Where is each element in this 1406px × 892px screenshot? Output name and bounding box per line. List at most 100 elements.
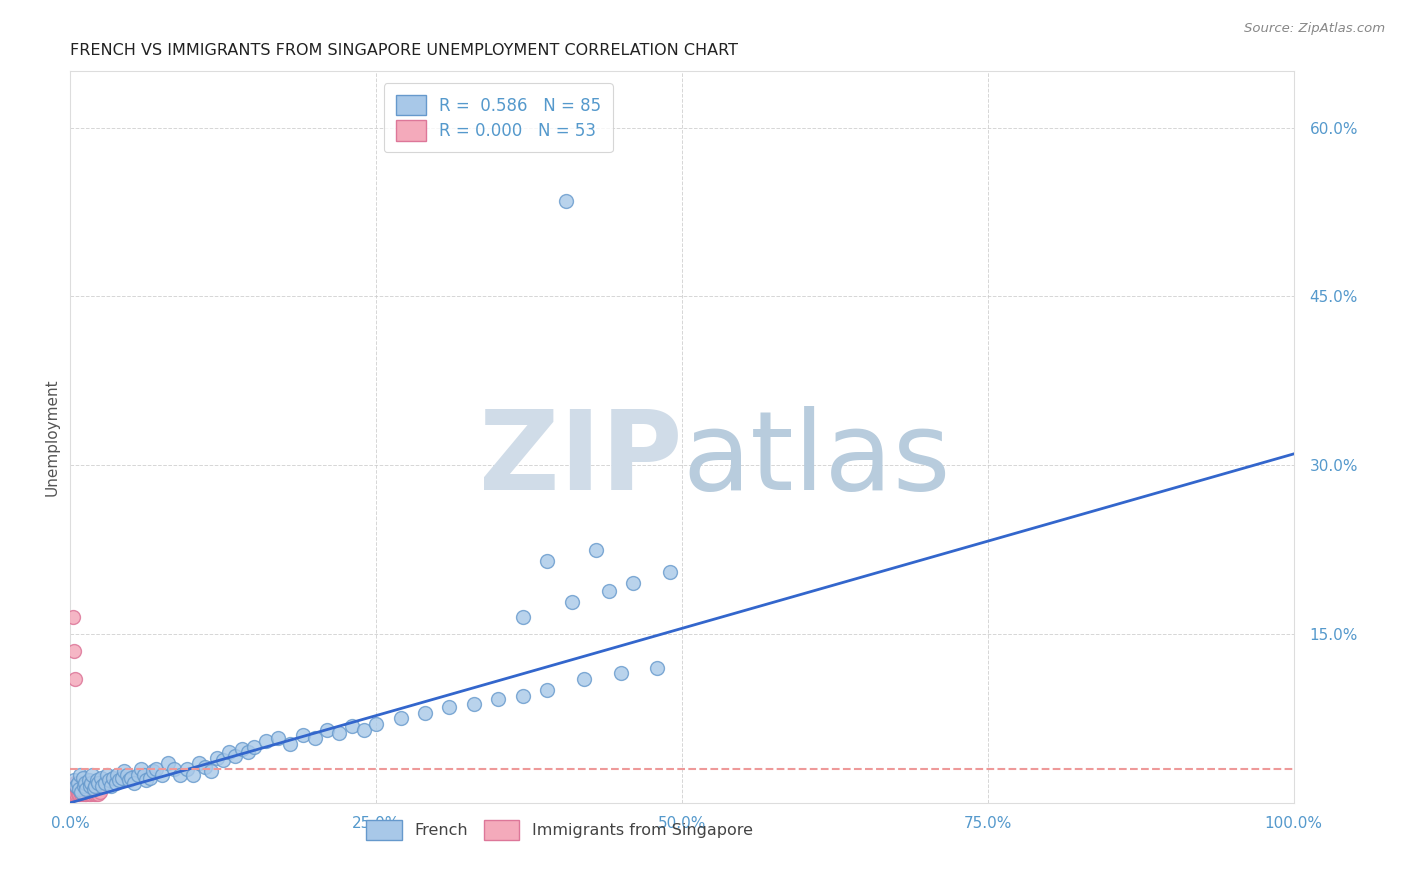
Point [70, 787, 93, 801]
Point [243, 739, 266, 754]
Point [176, 762, 198, 776]
Point [67, 782, 90, 797]
Point [598, 584, 620, 599]
Point [69, 767, 91, 781]
Point [86, 784, 108, 798]
Point [63, 784, 86, 798]
Point [169, 767, 191, 781]
Point [66, 775, 89, 789]
Point [104, 775, 127, 789]
Text: FRENCH VS IMMIGRANTS FROM SINGAPORE UNEMPLOYMENT CORRELATION CHART: FRENCH VS IMMIGRANTS FROM SINGAPORE UNEM… [70, 43, 738, 58]
Point [129, 762, 152, 776]
Point [536, 683, 558, 698]
Point [65, 779, 87, 793]
Point [254, 734, 277, 748]
Point [76, 784, 98, 798]
Text: Source: ZipAtlas.com: Source: ZipAtlas.com [1244, 22, 1385, 36]
Point [111, 771, 134, 785]
Point [353, 723, 375, 737]
Point [181, 767, 204, 781]
Point [63, 644, 86, 658]
Point [328, 726, 350, 740]
Point [231, 741, 253, 756]
Point [66, 775, 89, 789]
Point [157, 756, 180, 771]
Point [135, 773, 157, 788]
Point [75, 782, 97, 797]
Point [100, 779, 122, 793]
Point [439, 700, 461, 714]
Point [89, 784, 111, 798]
Point [93, 775, 115, 789]
Point [561, 595, 583, 609]
Point [316, 723, 339, 737]
Point [83, 787, 105, 801]
Y-axis label: Unemployment: Unemployment [44, 378, 59, 496]
Point [142, 764, 165, 779]
Point [218, 745, 240, 759]
Point [82, 779, 104, 793]
Point [572, 672, 595, 686]
Text: ZIP: ZIP [478, 406, 682, 513]
Point [83, 779, 105, 793]
Point [79, 779, 101, 793]
Point [291, 728, 314, 742]
Point [66, 787, 89, 801]
Point [280, 737, 302, 751]
Point [72, 771, 94, 785]
Text: atlas: atlas [682, 406, 950, 513]
Point [69, 775, 91, 789]
Point [658, 565, 681, 579]
Point [62, 782, 84, 797]
Point [304, 731, 326, 745]
Point [80, 775, 103, 789]
Point [67, 779, 90, 793]
Point [224, 748, 246, 763]
Point [139, 771, 162, 785]
Point [75, 787, 97, 801]
Point [69, 784, 91, 798]
Point [647, 661, 669, 675]
Point [72, 784, 94, 798]
Point [65, 787, 87, 801]
Point [98, 773, 121, 788]
Point [101, 771, 124, 785]
Point [122, 775, 145, 789]
Point [73, 784, 96, 798]
Point [512, 689, 534, 703]
Point [86, 773, 108, 788]
Point [554, 194, 576, 208]
Point [512, 610, 534, 624]
Point [63, 775, 86, 789]
Point [132, 767, 155, 781]
Point [73, 775, 96, 789]
Point [80, 782, 103, 797]
Point [536, 554, 558, 568]
Point [82, 784, 104, 798]
Point [75, 782, 97, 797]
Point [205, 751, 228, 765]
Point [70, 779, 93, 793]
Point [610, 666, 633, 681]
Point [163, 762, 186, 776]
Point [73, 782, 96, 797]
Point [80, 787, 103, 801]
Point [121, 771, 143, 785]
Point [83, 784, 105, 798]
Point [84, 787, 107, 801]
Point [91, 779, 114, 793]
Point [108, 773, 131, 788]
Point [60, 787, 83, 801]
Point [194, 760, 217, 774]
Point [96, 767, 118, 781]
Point [413, 706, 436, 720]
Point [488, 692, 510, 706]
Point [463, 697, 485, 711]
Point [77, 775, 100, 789]
Point [73, 779, 96, 793]
Point [366, 717, 388, 731]
Point [63, 773, 86, 788]
Point [389, 711, 412, 725]
Point [73, 779, 96, 793]
Point [212, 753, 235, 767]
